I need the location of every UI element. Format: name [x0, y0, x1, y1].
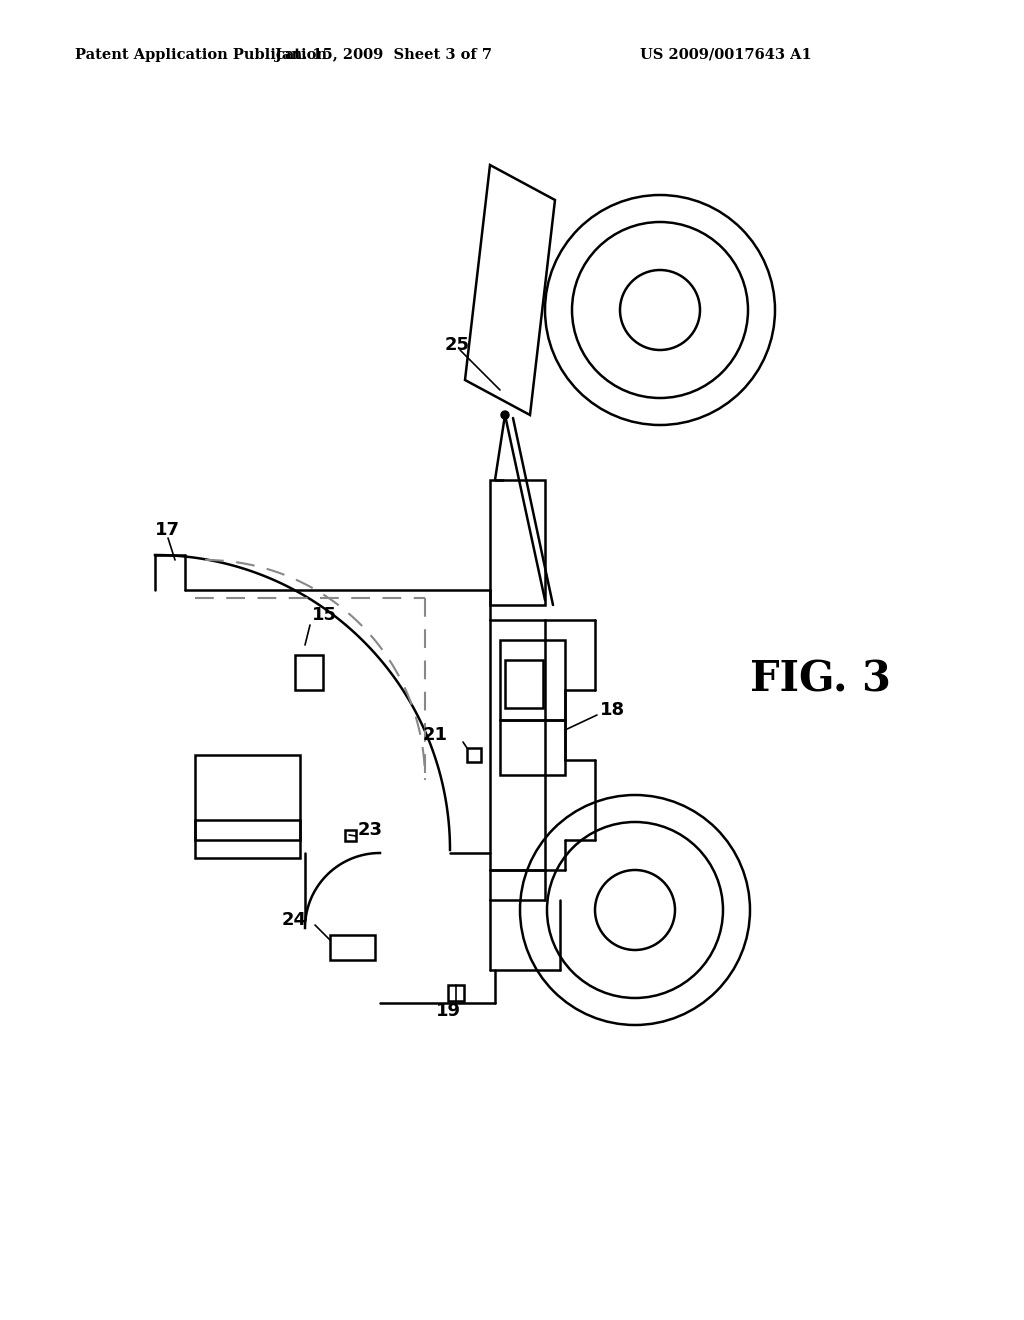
Text: FIG. 3: FIG. 3 — [750, 659, 891, 701]
Circle shape — [501, 411, 509, 418]
Bar — [195, 820, 300, 858]
Text: 24: 24 — [282, 911, 307, 929]
Text: Patent Application Publication: Patent Application Publication — [75, 48, 327, 62]
Text: 19: 19 — [435, 1002, 461, 1020]
Bar — [500, 719, 565, 775]
Text: 21: 21 — [423, 726, 449, 744]
Text: US 2009/0017643 A1: US 2009/0017643 A1 — [640, 48, 812, 62]
Text: 15: 15 — [312, 606, 337, 624]
Bar — [330, 935, 375, 960]
Text: Jan. 15, 2009  Sheet 3 of 7: Jan. 15, 2009 Sheet 3 of 7 — [274, 48, 492, 62]
Bar — [449, 985, 464, 1001]
Bar — [195, 755, 300, 840]
Bar — [490, 480, 545, 605]
Text: 25: 25 — [445, 337, 470, 354]
Text: 23: 23 — [358, 821, 383, 840]
Text: 17: 17 — [155, 521, 180, 539]
Bar — [505, 660, 543, 708]
Text: 18: 18 — [600, 701, 625, 719]
Bar — [500, 640, 565, 719]
Bar — [295, 655, 323, 690]
Bar — [345, 830, 356, 841]
Bar — [467, 748, 481, 762]
